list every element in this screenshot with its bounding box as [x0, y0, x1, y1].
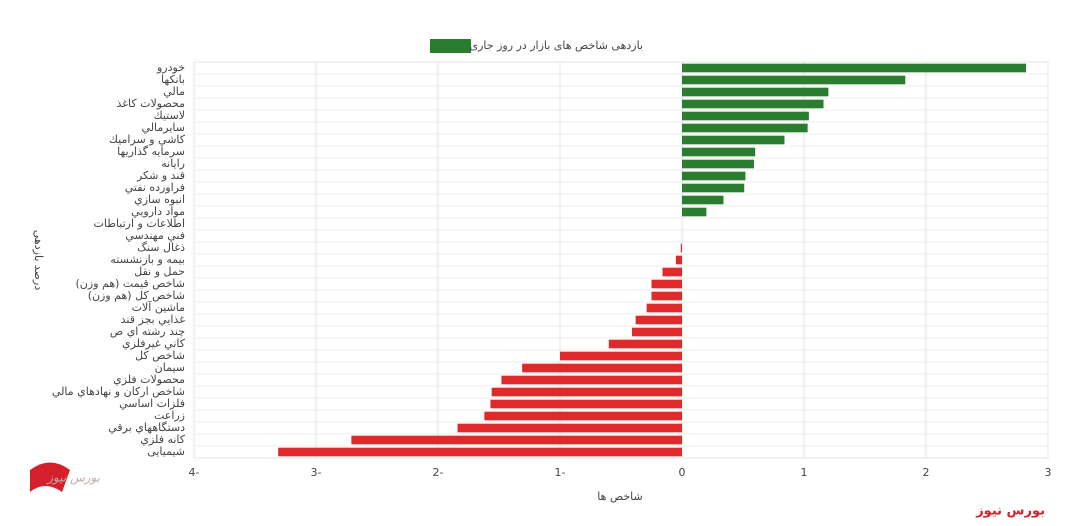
y-tick-label: دستگاههاي برقي	[108, 421, 185, 434]
y-tick-label: بيمه و بازنشسته	[110, 253, 185, 266]
x-tick-label: 3	[1045, 466, 1052, 479]
y-tick-label: چند رشته اي ص	[110, 325, 185, 338]
y-tick-label: شاخص کل (هم وزن)	[88, 289, 185, 302]
y-tick-label: محصولات فلزي	[113, 373, 185, 386]
bar	[662, 267, 682, 277]
y-tick-label: شاخص اركان و نهادهاي مالي	[52, 385, 185, 398]
brand: بورس نیوز	[975, 504, 1045, 519]
logo-text: بورس نیوز	[45, 471, 100, 485]
bar	[682, 111, 809, 121]
x-tick-label: 2-	[433, 466, 444, 479]
x-tick-label: 4-	[189, 466, 200, 479]
bar	[682, 123, 808, 133]
bar	[646, 303, 682, 313]
bar	[651, 291, 682, 301]
y-tick-label: رايانه	[161, 157, 185, 170]
bar	[278, 447, 682, 457]
bar	[682, 183, 745, 193]
bar	[484, 411, 682, 421]
y-tick-label: مواد دارويي	[131, 205, 185, 218]
logo: بورس نیوز	[30, 462, 101, 492]
y-tick-label: شاخص کل	[135, 349, 185, 362]
y-tick-label: فلزات اساسي	[119, 397, 185, 410]
bar	[457, 423, 682, 433]
y-tick-label: زراعت	[154, 409, 185, 422]
plot-frame	[193, 61, 1049, 459]
bar	[501, 375, 682, 385]
bar	[560, 351, 682, 361]
bar	[682, 195, 724, 205]
y-tick-label: بانکها	[161, 73, 185, 86]
bar	[631, 327, 682, 337]
bar	[675, 255, 682, 265]
bar	[682, 63, 1027, 73]
bar	[651, 279, 682, 289]
x-tick-label: 1-	[555, 466, 566, 479]
y-tick-label: کاشي و سراميك	[109, 133, 186, 146]
bar	[351, 435, 682, 445]
legend-label: بازدهی شاخص های بازار در روز جاری	[470, 39, 644, 52]
y-tick-label: سرمايه گذاريها	[117, 145, 185, 158]
x-tick-label: 0	[679, 466, 686, 479]
bar	[682, 159, 754, 169]
y-tick-label: اطلاعات و ارتباطات	[93, 217, 185, 230]
bar	[490, 399, 682, 409]
y-tick-label: مالي	[163, 85, 185, 98]
y-tick-label: سيمان	[155, 361, 185, 374]
bar	[682, 207, 707, 217]
y-tick-label: شیمیایی	[147, 445, 185, 458]
y-tick-label: فراورده نفتي	[125, 181, 185, 194]
bar	[522, 363, 682, 373]
y-tick-label: شاخص قيمت (هم وزن)	[76, 277, 185, 290]
y-axis-label: درصد بازدهی	[32, 230, 45, 291]
y-tick-label: انبوه سازي	[134, 193, 185, 206]
y-tick-label: حمل و نقل	[134, 265, 185, 278]
bar	[608, 339, 682, 349]
bar	[682, 135, 785, 145]
x-tick-label: 3-	[311, 466, 322, 479]
bar	[682, 87, 829, 97]
y-tick-label: قند و شکر	[136, 169, 185, 182]
y-tick-label: ماشين آلات	[132, 300, 185, 314]
y-tick-label: سايرمالي	[142, 121, 185, 134]
bar	[682, 99, 824, 109]
y-tick-label: خودرو	[156, 61, 185, 74]
y-tick-label: کاني غيرفلزي	[122, 337, 186, 350]
y-tick-label: کانه فلزي	[140, 433, 185, 446]
bar	[682, 171, 746, 181]
x-axis-label: شاخص ها	[597, 490, 643, 503]
y-tick-label: محصولات کاغذ	[117, 97, 186, 110]
x-tick-label: 1	[801, 466, 808, 479]
y-tick-label: ذغال سنگ	[137, 241, 185, 254]
x-tick-label: 2	[923, 466, 930, 479]
y-tick-label: لاستيك	[154, 109, 185, 122]
y-tick-label: غذايي بجز قند	[121, 313, 186, 326]
logo-mark	[30, 462, 70, 492]
bar	[635, 315, 682, 325]
bar	[491, 387, 682, 397]
legend-swatch	[430, 39, 471, 53]
bar	[682, 75, 906, 85]
y-tick-label: فني مهندسي	[125, 229, 185, 242]
bar	[682, 147, 756, 157]
bar	[680, 243, 682, 253]
